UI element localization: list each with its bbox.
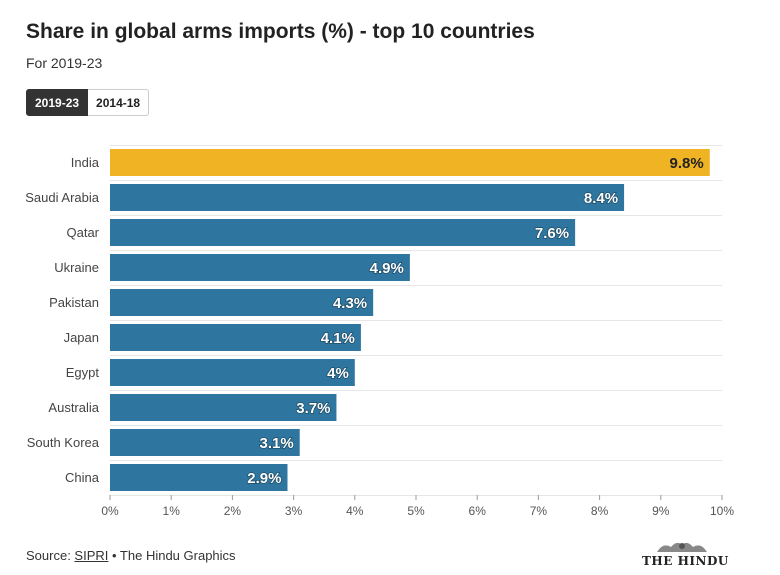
value-label: 4.9% xyxy=(370,260,404,277)
bar xyxy=(110,464,288,491)
category-label: Australia xyxy=(48,400,99,415)
chart-subtitle: For 2019-23 xyxy=(26,55,103,71)
category-label: Japan xyxy=(64,330,99,345)
bar xyxy=(110,149,710,176)
bar xyxy=(110,394,337,421)
bar-chart: India 9.8% Saudi Arabia 8.4% Qatar 7.6% Ukrain… xyxy=(25,145,734,518)
toggle-2014-18-button[interactable]: 2014-18 xyxy=(88,89,150,116)
x-tick-label: 6% xyxy=(469,504,487,518)
category-label: Saudi Arabia xyxy=(25,190,99,205)
value-label: 3.7% xyxy=(296,400,330,417)
category-label: India xyxy=(71,155,100,170)
x-tick-label: 10% xyxy=(710,504,734,518)
value-label: 4% xyxy=(327,365,349,382)
value-label: 4.3% xyxy=(333,295,367,312)
bar xyxy=(110,429,300,456)
bar xyxy=(110,219,576,246)
source-line: Source: SIPRI • The Hindu Graphics xyxy=(26,548,236,563)
value-label: 9.8% xyxy=(670,155,704,172)
category-label: China xyxy=(65,470,100,485)
toggle-2019-23-button[interactable]: 2019-23 xyxy=(26,89,89,116)
category-label: Qatar xyxy=(66,225,99,240)
x-tick-label: 2% xyxy=(224,504,242,518)
x-tick-label: 0% xyxy=(101,504,119,518)
bar xyxy=(110,254,410,281)
x-tick-label: 9% xyxy=(652,504,670,518)
x-tick-label: 4% xyxy=(346,504,364,518)
value-label: 2.9% xyxy=(247,470,281,487)
x-tick-label: 8% xyxy=(591,504,609,518)
x-tick-label: 7% xyxy=(530,504,548,518)
value-label: 4.1% xyxy=(321,330,355,347)
category-label: Pakistan xyxy=(49,295,99,310)
bar xyxy=(110,289,374,316)
category-label: South Korea xyxy=(27,435,100,450)
value-label: 8.4% xyxy=(584,190,618,207)
x-tick-label: 3% xyxy=(285,504,303,518)
period-toggle: 2019-23 2014-18 xyxy=(26,89,150,116)
chart-title: Share in global arms imports (%) - top 1… xyxy=(26,20,535,43)
source-link[interactable]: SIPRI xyxy=(74,548,109,563)
logo-text: THE HINDU xyxy=(642,554,729,568)
category-label: Ukraine xyxy=(54,260,99,275)
source-suffix: • The Hindu Graphics xyxy=(108,548,236,563)
the-hindu-logo: THE HINDU xyxy=(642,539,729,568)
category-label: Egypt xyxy=(66,365,100,380)
emblem-icon xyxy=(657,542,707,552)
bar xyxy=(110,184,625,211)
x-tick-label: 1% xyxy=(163,504,181,518)
x-tick-label: 5% xyxy=(407,504,425,518)
bar xyxy=(110,324,361,351)
bar xyxy=(110,359,355,386)
source-prefix: Source: xyxy=(26,548,75,563)
value-label: 3.1% xyxy=(260,435,294,452)
value-label: 7.6% xyxy=(535,225,569,242)
